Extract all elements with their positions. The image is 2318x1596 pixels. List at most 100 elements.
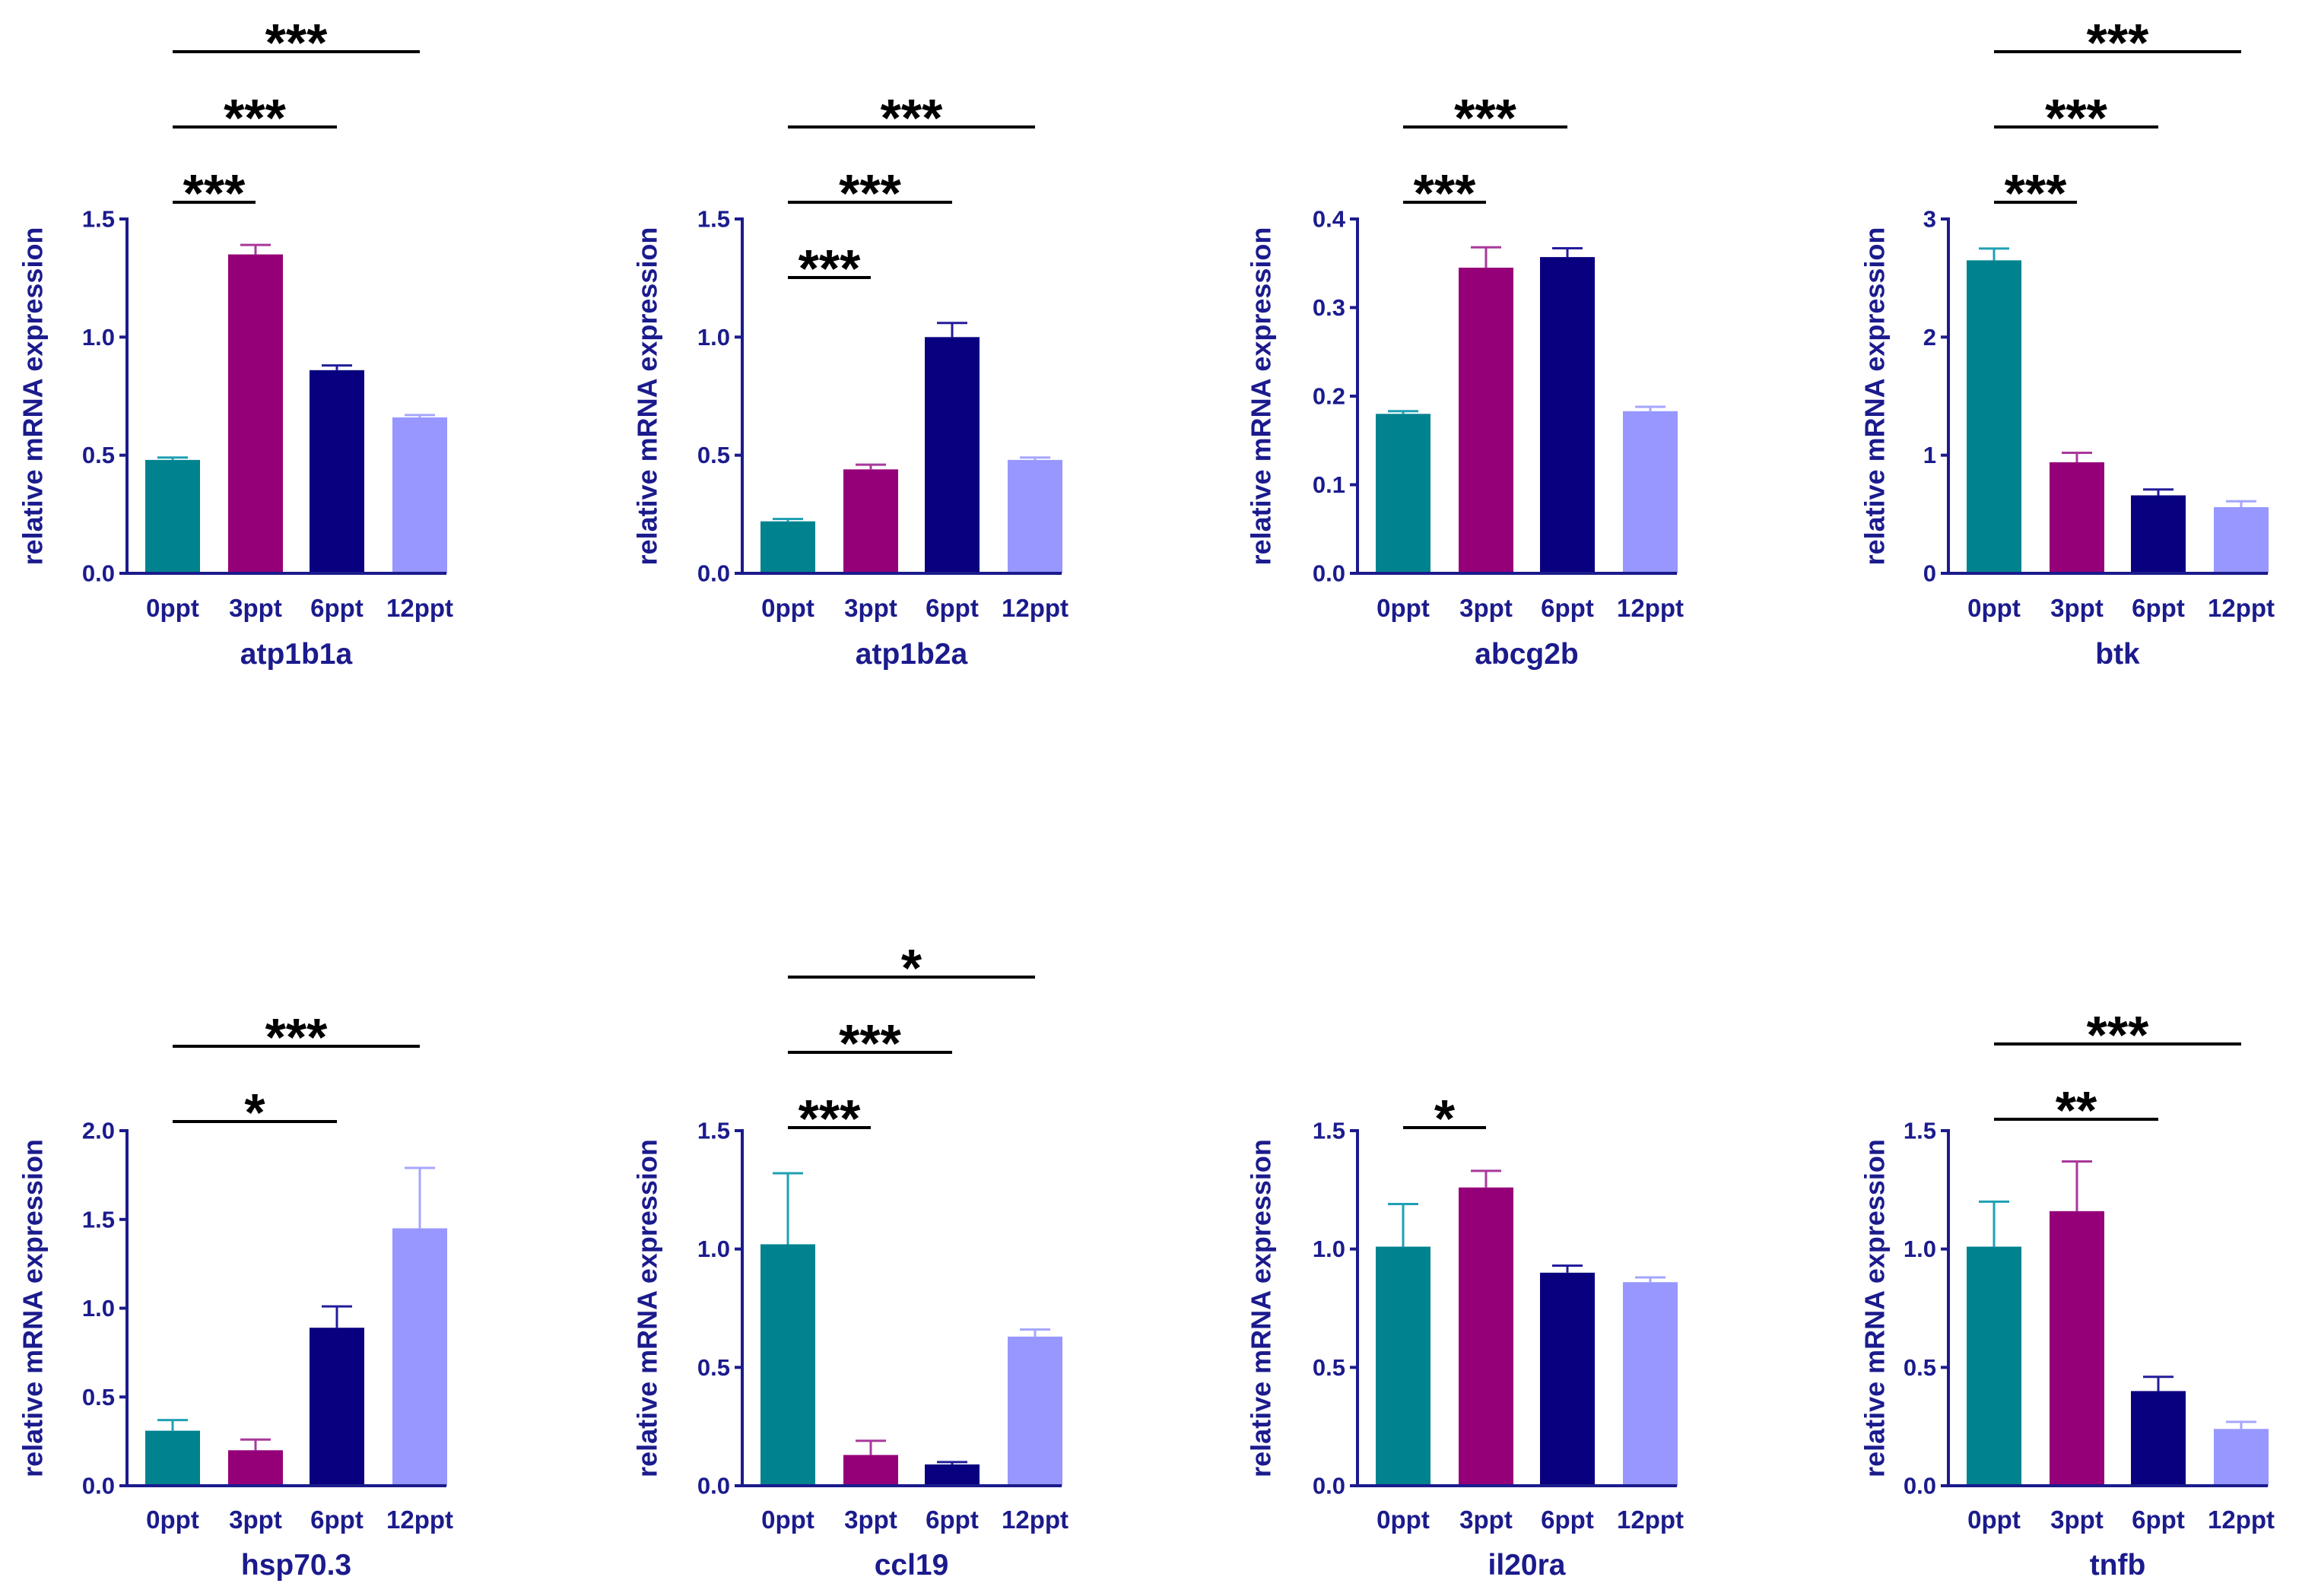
y-tick-label: 1.5 [697, 206, 730, 233]
x-tick-label: 0ppt [761, 1506, 814, 1534]
y-tick-label: 0.0 [697, 560, 730, 587]
y-tick-label: 1.5 [82, 1206, 115, 1233]
y-tick-label: 0.0 [1313, 560, 1345, 587]
x-tick-label: 0ppt [146, 594, 199, 622]
y-tick-label: 0.1 [1313, 471, 1345, 498]
y-tick-label: 1.0 [697, 1236, 730, 1262]
significance-label: * [1434, 1089, 1456, 1148]
panel-atp1b1a: 0ppt 3ppt 6ppt 12ppt 0.0 0.5 1.0 1.5 relative mR… [17, 13, 454, 671]
significance-label: *** [183, 163, 246, 223]
bar-12ppt [1623, 411, 1678, 573]
x-tick-label: 6ppt [926, 594, 979, 622]
y-axis-title: relative mRNA expression [17, 227, 49, 566]
bar-0ppt [760, 521, 815, 573]
significance-label: *** [839, 1014, 901, 1073]
x-tick-label: 3ppt [2050, 1506, 2104, 1534]
significance-label: *** [2087, 13, 2149, 72]
y-tick-label: 0.0 [697, 1473, 730, 1499]
y-tick-label: 1.0 [1313, 1236, 1345, 1262]
y-tick-label: 0.5 [82, 442, 115, 468]
significance-label: *** [881, 88, 943, 148]
y-tick-label: 2 [1923, 324, 1936, 351]
bar-3ppt [843, 469, 898, 573]
x-tick-label: 6ppt [310, 1506, 364, 1534]
bar-0ppt [145, 1430, 200, 1486]
panel-abcg2b: 0ppt 3ppt 6ppt 12ppt 0.0 0.1 0.2 0.3 0.4 relative… [1246, 88, 1685, 671]
y-tick-label: 1.0 [697, 324, 730, 351]
y-axis-title: relative mRNA expression [1859, 227, 1891, 566]
bar-6ppt [2131, 495, 2186, 573]
y-tick-label: 1.5 [1904, 1118, 1936, 1144]
bar-12ppt [1008, 459, 1062, 573]
y-tick-label: 0.2 [1313, 383, 1345, 410]
y-tick-label: 0.0 [1313, 1473, 1345, 1499]
bar-3ppt [843, 1455, 898, 1486]
x-tick-label: 0ppt [1967, 1506, 2021, 1534]
x-tick-label: 12ppt [386, 594, 453, 622]
x-tick-label: 6ppt [926, 1506, 979, 1534]
bar-3ppt [1459, 268, 1513, 573]
bar-3ppt [2050, 1210, 2104, 1486]
y-tick-label: 0.3 [1313, 294, 1345, 321]
x-tick-label: 12ppt [1002, 594, 1069, 622]
x-tick-label: 0ppt [1967, 594, 2021, 622]
bar-3ppt [228, 254, 283, 573]
y-tick-label: 0.0 [1904, 1473, 1936, 1499]
x-tick-label: 6ppt [310, 594, 364, 622]
significance-label: *** [2005, 163, 2067, 223]
y-axis-title: relative mRNA expression [1246, 227, 1277, 566]
y-axis-title: relative mRNA expression [632, 1139, 663, 1477]
x-axis-title: hsp70.3 [241, 1549, 351, 1582]
y-tick-label: 3 [1923, 206, 1936, 233]
x-tick-label: 3ppt [2050, 594, 2104, 622]
significance-label: *** [2045, 88, 2107, 148]
x-axis-title: il20ra [1488, 1549, 1566, 1582]
panel-il20ra: 0ppt 3ppt 6ppt 12ppt 0.0 0.5 1.0 1.5 relative mR… [1246, 1089, 1685, 1582]
y-tick-label: 1 [1923, 442, 1936, 468]
bar-6ppt [1540, 257, 1595, 573]
y-tick-label: 0.5 [697, 1354, 730, 1381]
y-tick-label: 0.4 [1313, 206, 1346, 233]
bar-0ppt [1967, 1246, 2021, 1486]
bar-12ppt [1623, 1282, 1678, 1486]
x-tick-label: 0ppt [146, 1506, 199, 1534]
y-tick-label: 0.5 [82, 1384, 115, 1410]
bar-6ppt [310, 370, 364, 573]
bar-0ppt [145, 459, 200, 573]
y-tick-label: 1.5 [1313, 1118, 1345, 1144]
y-tick-label: 1.0 [82, 324, 115, 351]
x-tick-label: 12ppt [1617, 594, 1684, 622]
x-tick-label: 3ppt [1459, 1506, 1513, 1534]
significance-label: *** [265, 13, 328, 72]
x-tick-label: 12ppt [2208, 1506, 2275, 1534]
x-axis-title: tnfb [2090, 1549, 2146, 1582]
y-axis-title: relative mRNA expression [17, 1139, 49, 1477]
bar-12ppt [1008, 1336, 1062, 1486]
significance-label: *** [1414, 163, 1476, 223]
x-tick-label: 6ppt [2132, 594, 2185, 622]
x-tick-label: 6ppt [2132, 1506, 2185, 1534]
y-tick-label: 1.0 [82, 1295, 115, 1322]
bar-6ppt [1540, 1272, 1595, 1486]
y-axis-title: relative mRNA expression [1246, 1139, 1277, 1477]
x-axis-title: ccl19 [875, 1549, 949, 1582]
y-tick-label: 0 [1923, 560, 1936, 587]
panel-tnfb: 0ppt 3ppt 6ppt 12ppt 0.0 0.5 1.0 1.5 relative mR… [1859, 1005, 2275, 1582]
bar-0ppt [760, 1244, 815, 1486]
panel-ccl19: 0ppt 3ppt 6ppt 12ppt 0.0 0.5 1.0 1.5 relative mR… [632, 938, 1069, 1582]
x-tick-label: 6ppt [1541, 594, 1594, 622]
bar-6ppt [925, 1464, 980, 1486]
x-tick-label: 12ppt [2208, 594, 2275, 622]
bar-12ppt [392, 1228, 447, 1486]
bar-3ppt [2050, 462, 2104, 573]
x-tick-label: 0ppt [761, 594, 814, 622]
y-tick-label: 0.5 [1904, 1354, 1936, 1381]
significance-label: *** [1454, 88, 1516, 148]
significance-label: * [244, 1083, 265, 1142]
x-axis-title: atp1b1a [240, 638, 353, 671]
x-tick-label: 12ppt [1617, 1506, 1684, 1534]
y-tick-label: 0.5 [697, 442, 730, 468]
bar-6ppt [310, 1328, 364, 1486]
x-tick-label: 12ppt [1002, 1506, 1069, 1534]
